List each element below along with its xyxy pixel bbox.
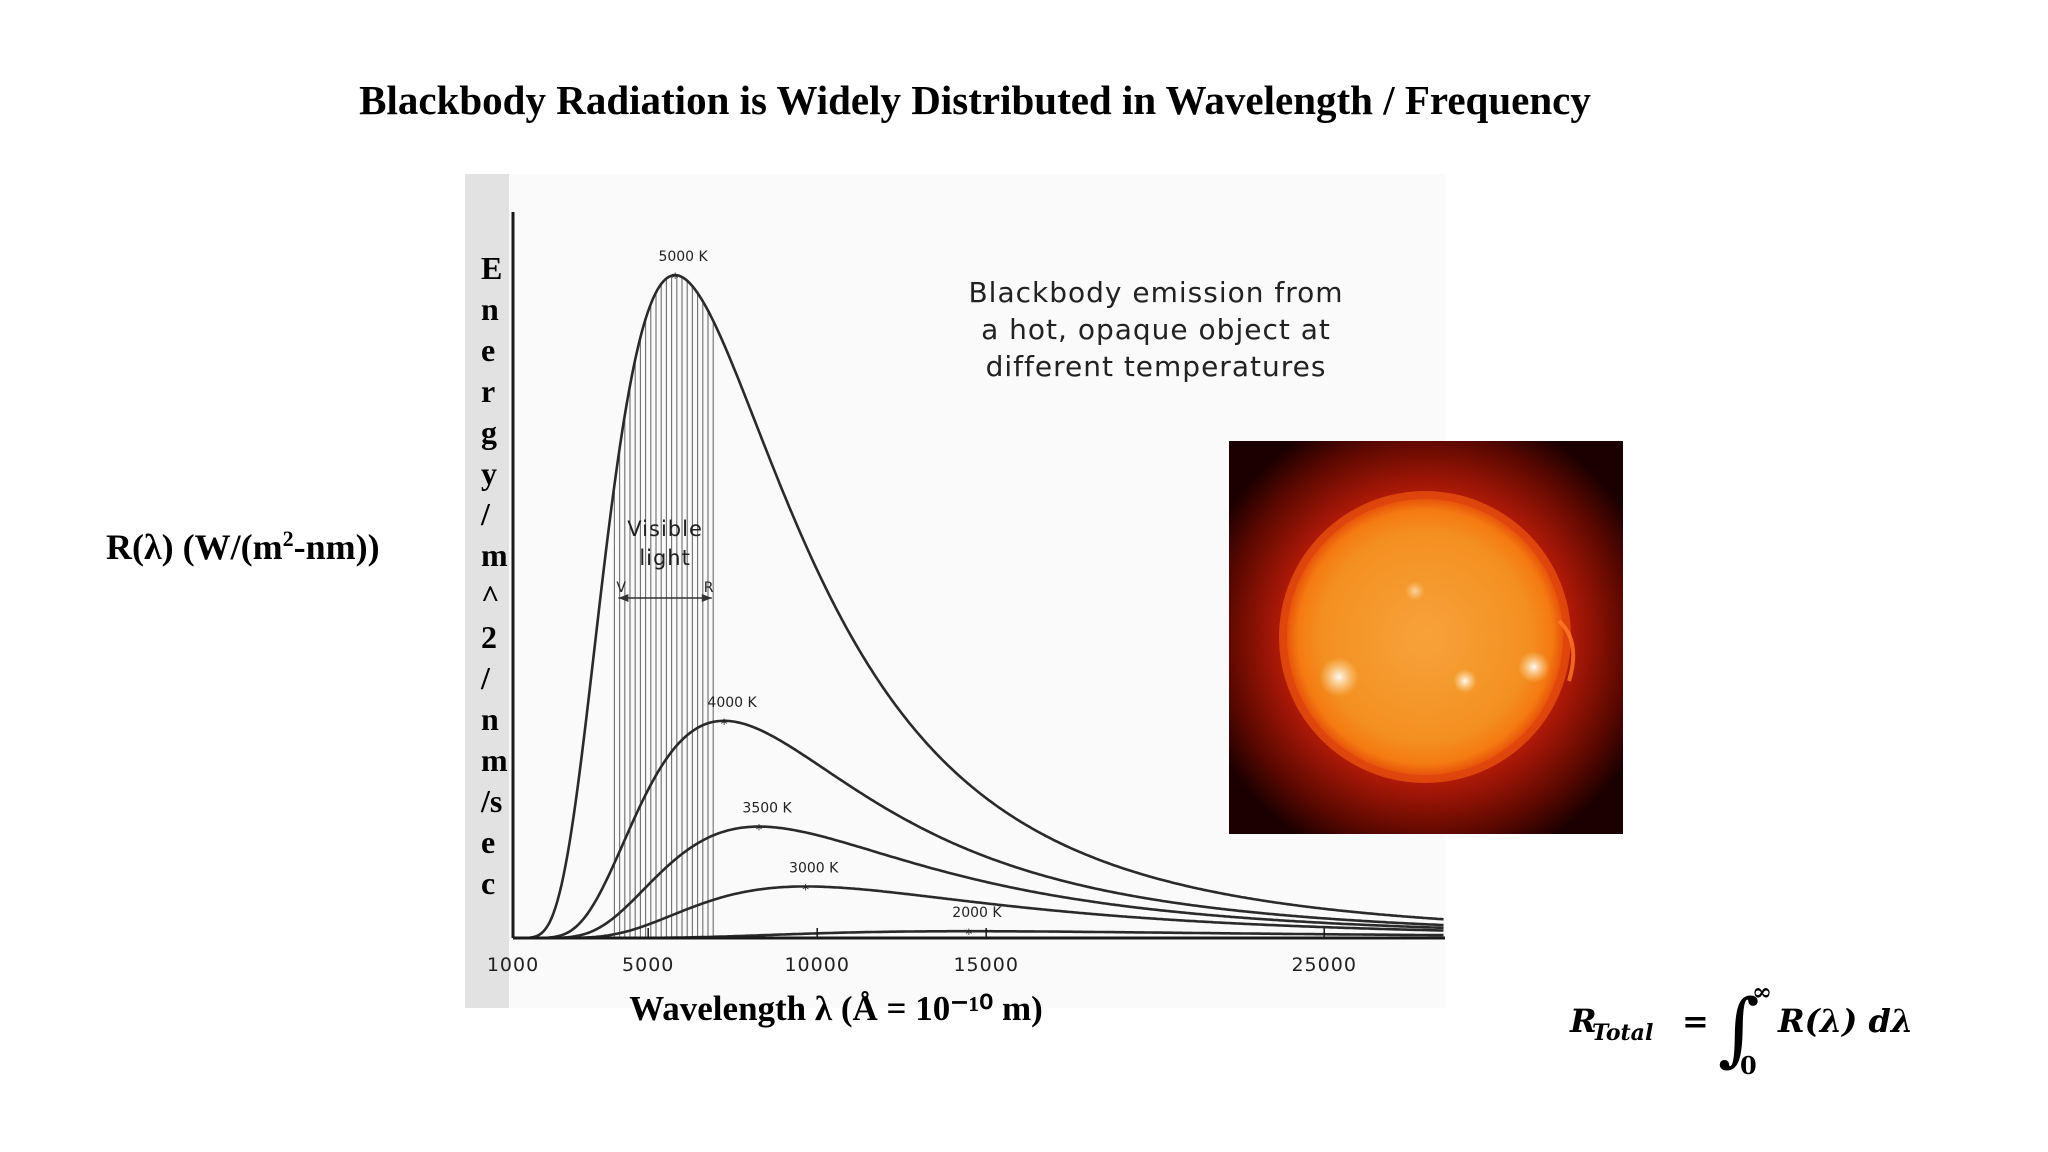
sun-active-region bbox=[1405, 581, 1425, 601]
visible-start-marker: V bbox=[616, 580, 626, 596]
y-label-letter: n bbox=[481, 701, 499, 737]
curve-4000k bbox=[513, 719, 1444, 940]
sun-prominence bbox=[1557, 619, 1576, 682]
curve-label-3000k: 3000 K bbox=[789, 860, 839, 876]
curves: * 5000 K * 4000 K * 3500 K * 3000 K * 2000 K bbox=[513, 249, 1444, 943]
integral-formula: R Total = ∫ ∞ 0 R(λ) dλ bbox=[1569, 977, 1913, 1080]
y-label-letter: / bbox=[480, 660, 491, 696]
visible-arrow-head bbox=[618, 594, 629, 602]
formula-upper-limit: ∞ bbox=[1752, 977, 1772, 1006]
formula-lhs: R bbox=[1569, 1002, 1597, 1040]
peak-marker: * bbox=[756, 823, 763, 839]
curve-3000k bbox=[513, 885, 1444, 940]
sun-disc bbox=[1287, 499, 1563, 775]
peak-marker: * bbox=[721, 717, 728, 733]
visible-light-label: Visible bbox=[627, 517, 703, 541]
y-label-letter: 2 bbox=[481, 619, 497, 655]
slide-title: Blackbody Radiation is Widely Distribute… bbox=[359, 77, 1591, 123]
visible-end-marker: R bbox=[704, 580, 714, 596]
chart-left-edge bbox=[465, 174, 509, 1008]
x-tick-label: 1000 bbox=[487, 954, 539, 976]
y-label-letter: /s bbox=[480, 783, 502, 819]
y-unit-label: R(λ) (W/(m2-nm)) bbox=[106, 526, 380, 568]
sun-active-region bbox=[1518, 651, 1550, 683]
formula-lhs-subscript: Total bbox=[1592, 1020, 1653, 1046]
x-tick-label: 10000 bbox=[784, 954, 849, 976]
chart-caption: Blackbody emission from a hot, opaque ob… bbox=[956, 274, 1356, 385]
y-label-letter: r bbox=[481, 373, 495, 409]
y-label-letter: E bbox=[481, 250, 502, 286]
y-label-letter: n bbox=[481, 291, 499, 327]
sun-active-region bbox=[1453, 669, 1477, 693]
caption-line: different temperatures bbox=[985, 350, 1327, 383]
peak-marker: * bbox=[672, 271, 679, 287]
visible-band: Visible light V R bbox=[613, 275, 714, 938]
formula-integral: ∫ bbox=[1718, 982, 1760, 1075]
sun-active-region bbox=[1319, 657, 1359, 697]
curve-label-5000k: 5000 K bbox=[658, 249, 708, 265]
y-label-letter: g bbox=[481, 414, 497, 450]
y-label-letter: e bbox=[481, 332, 495, 368]
formula-integrand: R(λ) dλ bbox=[1777, 1002, 1913, 1040]
caption-line: Blackbody emission from bbox=[968, 276, 1344, 309]
peak-marker: * bbox=[802, 882, 809, 898]
y-unit-sup: 2 bbox=[282, 526, 294, 551]
x-tick-label: 25000 bbox=[1291, 954, 1356, 976]
y-label-letter: m bbox=[481, 537, 508, 573]
y-label-letter: c bbox=[481, 865, 495, 901]
formula-lower-limit: 0 bbox=[1740, 1051, 1757, 1080]
x-tick-label: 15000 bbox=[953, 954, 1018, 976]
sun-image bbox=[1229, 441, 1623, 834]
x-ticks: 1000 5000 10000 15000 25000 bbox=[487, 928, 1356, 976]
curve-label-4000k: 4000 K bbox=[707, 695, 757, 711]
visible-arrow-head bbox=[701, 594, 712, 602]
curve-3500k bbox=[513, 825, 1444, 940]
y-label-letter: ^ bbox=[481, 578, 500, 614]
x-tick-label: 5000 bbox=[622, 954, 674, 976]
y-label-letter: m bbox=[481, 742, 508, 778]
peak-marker: * bbox=[965, 927, 972, 943]
visible-light-label: light bbox=[639, 546, 691, 570]
y-label-letter: / bbox=[480, 496, 491, 532]
curve-5000k bbox=[513, 273, 1444, 940]
curve-label-2000k: 2000 K bbox=[952, 905, 1002, 921]
y-label-letter: e bbox=[481, 824, 495, 860]
y-unit-prefix: R(λ) (W/(m bbox=[106, 527, 283, 567]
curve-label-3500k: 3500 K bbox=[742, 801, 792, 817]
caption-line: a hot, opaque object at bbox=[981, 313, 1331, 346]
y-unit-suffix: -nm)) bbox=[293, 527, 380, 567]
x-axis-title: Wavelength λ (Å = 10⁻¹⁰ m) bbox=[629, 989, 1043, 1028]
formula-equals: = bbox=[1682, 1002, 1709, 1040]
y-label-letter: y bbox=[481, 455, 497, 491]
